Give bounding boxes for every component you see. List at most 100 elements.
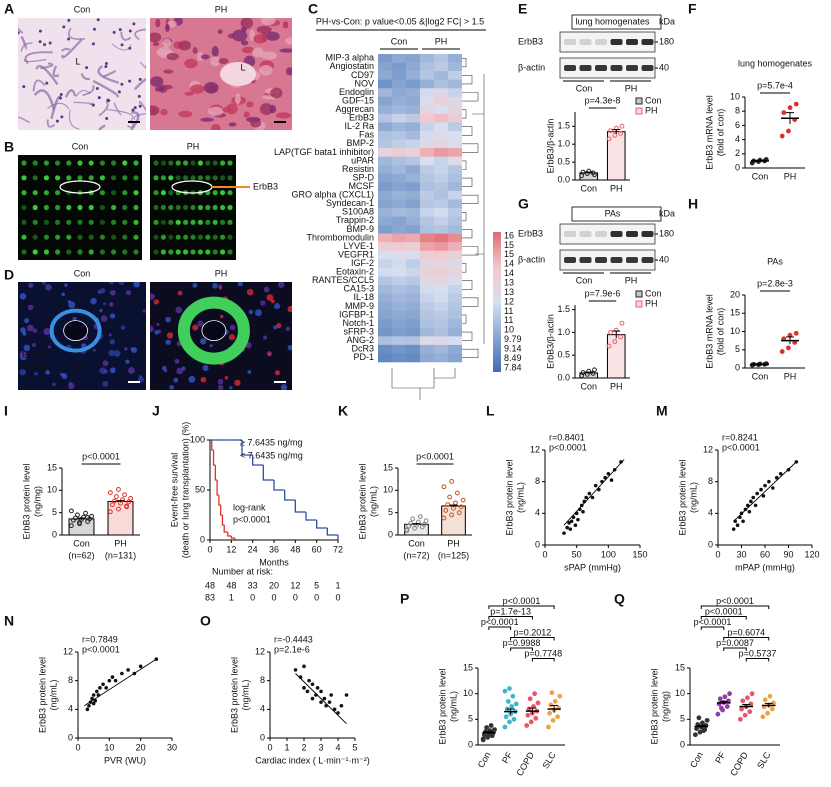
nucleus	[92, 27, 96, 31]
array-spot	[220, 190, 226, 196]
tissue-fiber	[69, 109, 80, 130]
nucleus	[67, 18, 71, 22]
x-tick-label: PF	[713, 750, 728, 765]
array-spot	[21, 234, 27, 240]
array-spot	[32, 234, 38, 240]
cell-nucleus	[150, 325, 154, 333]
y-axis-label: ErbB3 protein level	[677, 459, 687, 535]
data-point	[107, 490, 113, 495]
cell-nucleus	[24, 318, 30, 324]
heatmap-cell	[378, 310, 392, 320]
data-point	[786, 345, 791, 351]
array-spot	[160, 204, 166, 211]
data-point	[488, 723, 494, 728]
data-point	[743, 507, 748, 512]
panel-letter: P	[400, 591, 409, 607]
nucleus	[133, 106, 137, 110]
heatmap-cell	[392, 79, 406, 89]
data-point	[126, 499, 132, 505]
x-tick-label: PH	[610, 381, 623, 391]
heatmap-cell	[378, 88, 392, 98]
y-tick-label: 0.5	[557, 156, 570, 166]
data-point	[565, 525, 569, 530]
array-spot	[43, 219, 49, 225]
dendrogram	[462, 263, 467, 273]
row-label: Notch-1	[342, 318, 374, 328]
data-point	[584, 495, 588, 500]
heatmap-cell	[448, 319, 462, 329]
row-label: CD97	[351, 70, 374, 80]
tissue-cell	[165, 23, 170, 33]
tissue-cell	[260, 18, 276, 26]
y-axis-label: (ng/mL)	[368, 486, 378, 517]
x-tick-label: PH	[114, 538, 127, 548]
at-risk-count: 0	[271, 592, 276, 602]
array-spot	[212, 219, 218, 225]
tissue-cell	[211, 45, 219, 58]
cell-nucleus	[217, 378, 224, 385]
sample-size-label: (n=62)	[68, 550, 94, 560]
tissue-cell	[197, 52, 204, 62]
heatmap-cell	[448, 96, 462, 106]
tissue-fiber	[23, 58, 47, 63]
heatmap-cell	[406, 113, 420, 123]
row-label: IL-2 Ra	[344, 121, 374, 131]
x-tick-label: Con	[688, 750, 705, 769]
heatmap-cell	[378, 336, 392, 346]
tissue-fiber	[134, 28, 146, 41]
data-point	[120, 497, 125, 503]
blot-band	[564, 65, 576, 71]
heatmap-cell	[406, 148, 420, 157]
heatmap-cell	[420, 293, 434, 303]
array-spot	[99, 190, 105, 196]
array-spot	[21, 219, 27, 225]
x-tick-label: 60	[312, 544, 322, 554]
cell-nucleus	[287, 305, 292, 313]
row-label: ANG-2	[346, 335, 374, 345]
heatmap-cell	[406, 285, 420, 294]
heatmap-cell	[420, 182, 434, 192]
row-label: LYVE-1	[344, 241, 374, 251]
cell-nucleus	[42, 282, 46, 285]
data-point	[528, 719, 534, 725]
row-label: BMP-2	[346, 138, 374, 148]
y-tick-label: 4	[68, 704, 73, 714]
y-axis-label: Event-free survival	[169, 453, 179, 528]
tissue-cell	[228, 122, 237, 127]
array-spot	[21, 160, 27, 166]
heatmap-cell	[420, 88, 434, 98]
array-spot	[220, 219, 226, 225]
heatmap-cell	[434, 336, 448, 346]
data-point	[747, 509, 752, 514]
dendrogram	[462, 109, 467, 119]
data-point	[719, 705, 724, 711]
blot-row-label: β-actin	[518, 62, 545, 72]
heatmap-cell	[448, 267, 462, 277]
y-axis-label: (death or lung transplantation) (%)	[180, 422, 190, 559]
tissue-cell	[156, 48, 168, 56]
y-tick-label: 2	[735, 148, 740, 158]
x-tick-label: 36	[269, 544, 279, 554]
x-tick-label: Con	[476, 750, 493, 769]
heatmap-cell	[420, 79, 434, 89]
data-point	[612, 339, 618, 344]
significance-bracket	[700, 616, 747, 620]
tissue-fiber	[18, 27, 24, 34]
data-point	[618, 131, 623, 136]
array-spot	[77, 175, 83, 181]
tissue-cell	[246, 101, 254, 108]
array-spot	[168, 190, 174, 196]
tissue-fiber	[97, 65, 119, 84]
heatmap-cell	[392, 225, 406, 234]
group-label: Con	[576, 275, 593, 285]
tissue-cell	[178, 110, 193, 118]
cell-nucleus	[162, 365, 167, 371]
y-axis-label: ErbB3 mRNA level	[704, 95, 714, 170]
data-point	[302, 664, 306, 669]
data-point	[787, 105, 793, 111]
heatmap-cell	[392, 199, 406, 209]
tissue-fiber	[113, 102, 122, 116]
dendrogram	[462, 160, 467, 170]
nucleus	[59, 92, 63, 96]
survival-step	[223, 525, 228, 533]
